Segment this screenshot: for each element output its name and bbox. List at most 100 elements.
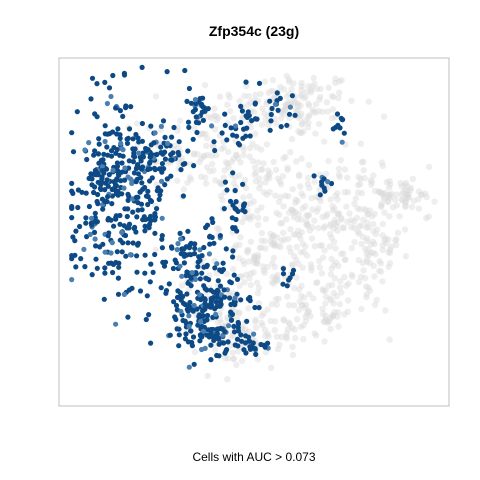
background-cell-point <box>233 151 240 158</box>
background-cell-point <box>269 279 276 286</box>
background-cell-point <box>288 135 296 143</box>
high-auc-cell-point <box>115 126 121 132</box>
background-cell-point <box>363 258 371 266</box>
background-cell-point <box>297 112 304 120</box>
high-auc-cell-point <box>96 160 102 166</box>
background-cell-point <box>298 282 305 289</box>
background-cell-point <box>360 167 367 174</box>
background-cell-point <box>260 189 268 196</box>
background-cell-point <box>225 148 232 156</box>
background-cell-point <box>315 205 322 212</box>
background-cell-point <box>348 97 355 104</box>
high-auc-cell-point <box>217 267 223 273</box>
background-cell-point <box>369 238 377 245</box>
background-cell-point <box>290 302 298 309</box>
high-auc-cell-point <box>139 180 145 186</box>
background-cell-point <box>297 129 304 136</box>
background-cell-point <box>298 86 305 94</box>
background-cell-point <box>372 250 379 258</box>
high-auc-cell-point <box>164 69 170 75</box>
background-cell-point <box>293 243 300 251</box>
background-cell-point <box>320 254 327 261</box>
background-cell-point <box>300 321 307 329</box>
background-cell-point <box>233 152 240 159</box>
high-auc-cell-point <box>91 152 97 158</box>
high-auc-cell-point <box>214 287 220 293</box>
high-auc-cell-point <box>212 265 218 271</box>
background-cell-point <box>221 167 228 174</box>
background-cell-point <box>386 178 393 185</box>
background-cell-point <box>279 173 287 180</box>
high-auc-cell-point <box>217 233 223 239</box>
background-cell-point <box>369 213 376 220</box>
background-cell-point <box>291 98 299 106</box>
high-auc-cell-point <box>241 202 247 208</box>
background-cell-point <box>251 259 258 267</box>
background-cell-point <box>273 301 280 308</box>
high-auc-cell-point <box>86 203 92 210</box>
high-auc-cell-point <box>117 212 123 219</box>
background-cell-point <box>273 333 281 340</box>
high-auc-cell-point <box>188 252 194 258</box>
background-cell-point <box>291 326 298 333</box>
background-cell-point <box>324 319 331 326</box>
background-cell-point <box>258 319 265 327</box>
high-auc-cell-point <box>163 290 169 296</box>
high-auc-cell-point <box>246 334 252 340</box>
background-cell-point <box>333 293 340 300</box>
high-auc-cell-point <box>238 332 244 338</box>
high-auc-cell-point <box>168 152 174 158</box>
background-cell-point <box>204 151 211 159</box>
background-cell-point <box>335 262 342 270</box>
high-auc-cell-point <box>180 317 186 324</box>
high-auc-cell-point <box>207 241 213 247</box>
high-auc-cell-point <box>130 136 136 142</box>
high-auc-cell-point <box>147 160 153 166</box>
background-cell-point <box>329 312 336 319</box>
high-auc-cell-point <box>286 277 292 283</box>
background-cell-point <box>402 199 409 206</box>
background-cell-point <box>219 196 226 203</box>
background-cell-point <box>360 267 367 274</box>
background-cell-point <box>241 214 248 221</box>
background-cell-point <box>280 203 287 210</box>
high-auc-cell-point <box>94 114 100 120</box>
background-cell-point <box>230 355 238 362</box>
background-cell-point <box>407 186 414 194</box>
background-cell-point <box>297 235 304 242</box>
high-auc-cell-point <box>123 253 129 259</box>
background-cell-point <box>300 128 307 135</box>
background-cell-point <box>365 98 372 105</box>
background-cell-point <box>229 355 237 363</box>
background-cell-point <box>318 242 325 249</box>
high-auc-cell-point <box>208 300 214 306</box>
high-auc-cell-points <box>69 64 347 370</box>
high-auc-cell-point <box>158 123 164 129</box>
background-cell-point <box>358 189 365 197</box>
background-cell-point <box>363 250 370 257</box>
background-cell-point <box>262 332 269 340</box>
background-cell-point <box>337 157 344 164</box>
background-cell-point <box>338 216 345 223</box>
background-cell-point <box>402 194 410 201</box>
background-cell-point <box>298 155 305 162</box>
high-auc-cell-point <box>92 236 98 242</box>
background-cell-point <box>242 326 249 333</box>
high-auc-cell-point <box>249 118 255 124</box>
background-cell-point <box>343 282 350 289</box>
background-cell-point <box>328 265 335 272</box>
high-auc-cell-point <box>159 245 165 251</box>
high-auc-cell-point <box>292 112 298 118</box>
high-auc-cell-point <box>83 220 89 226</box>
background-cell-point <box>344 189 352 196</box>
background-cell-point <box>302 317 310 324</box>
high-auc-cell-point <box>190 334 197 340</box>
background-cell-point <box>294 107 301 114</box>
high-auc-cell-point <box>189 270 195 276</box>
background-cell-point <box>285 302 293 309</box>
high-auc-cell-point <box>70 149 77 155</box>
background-cell-point <box>341 273 348 281</box>
background-cell-point <box>271 263 278 270</box>
high-auc-cell-point <box>133 179 139 185</box>
high-auc-cell-point <box>103 180 109 186</box>
